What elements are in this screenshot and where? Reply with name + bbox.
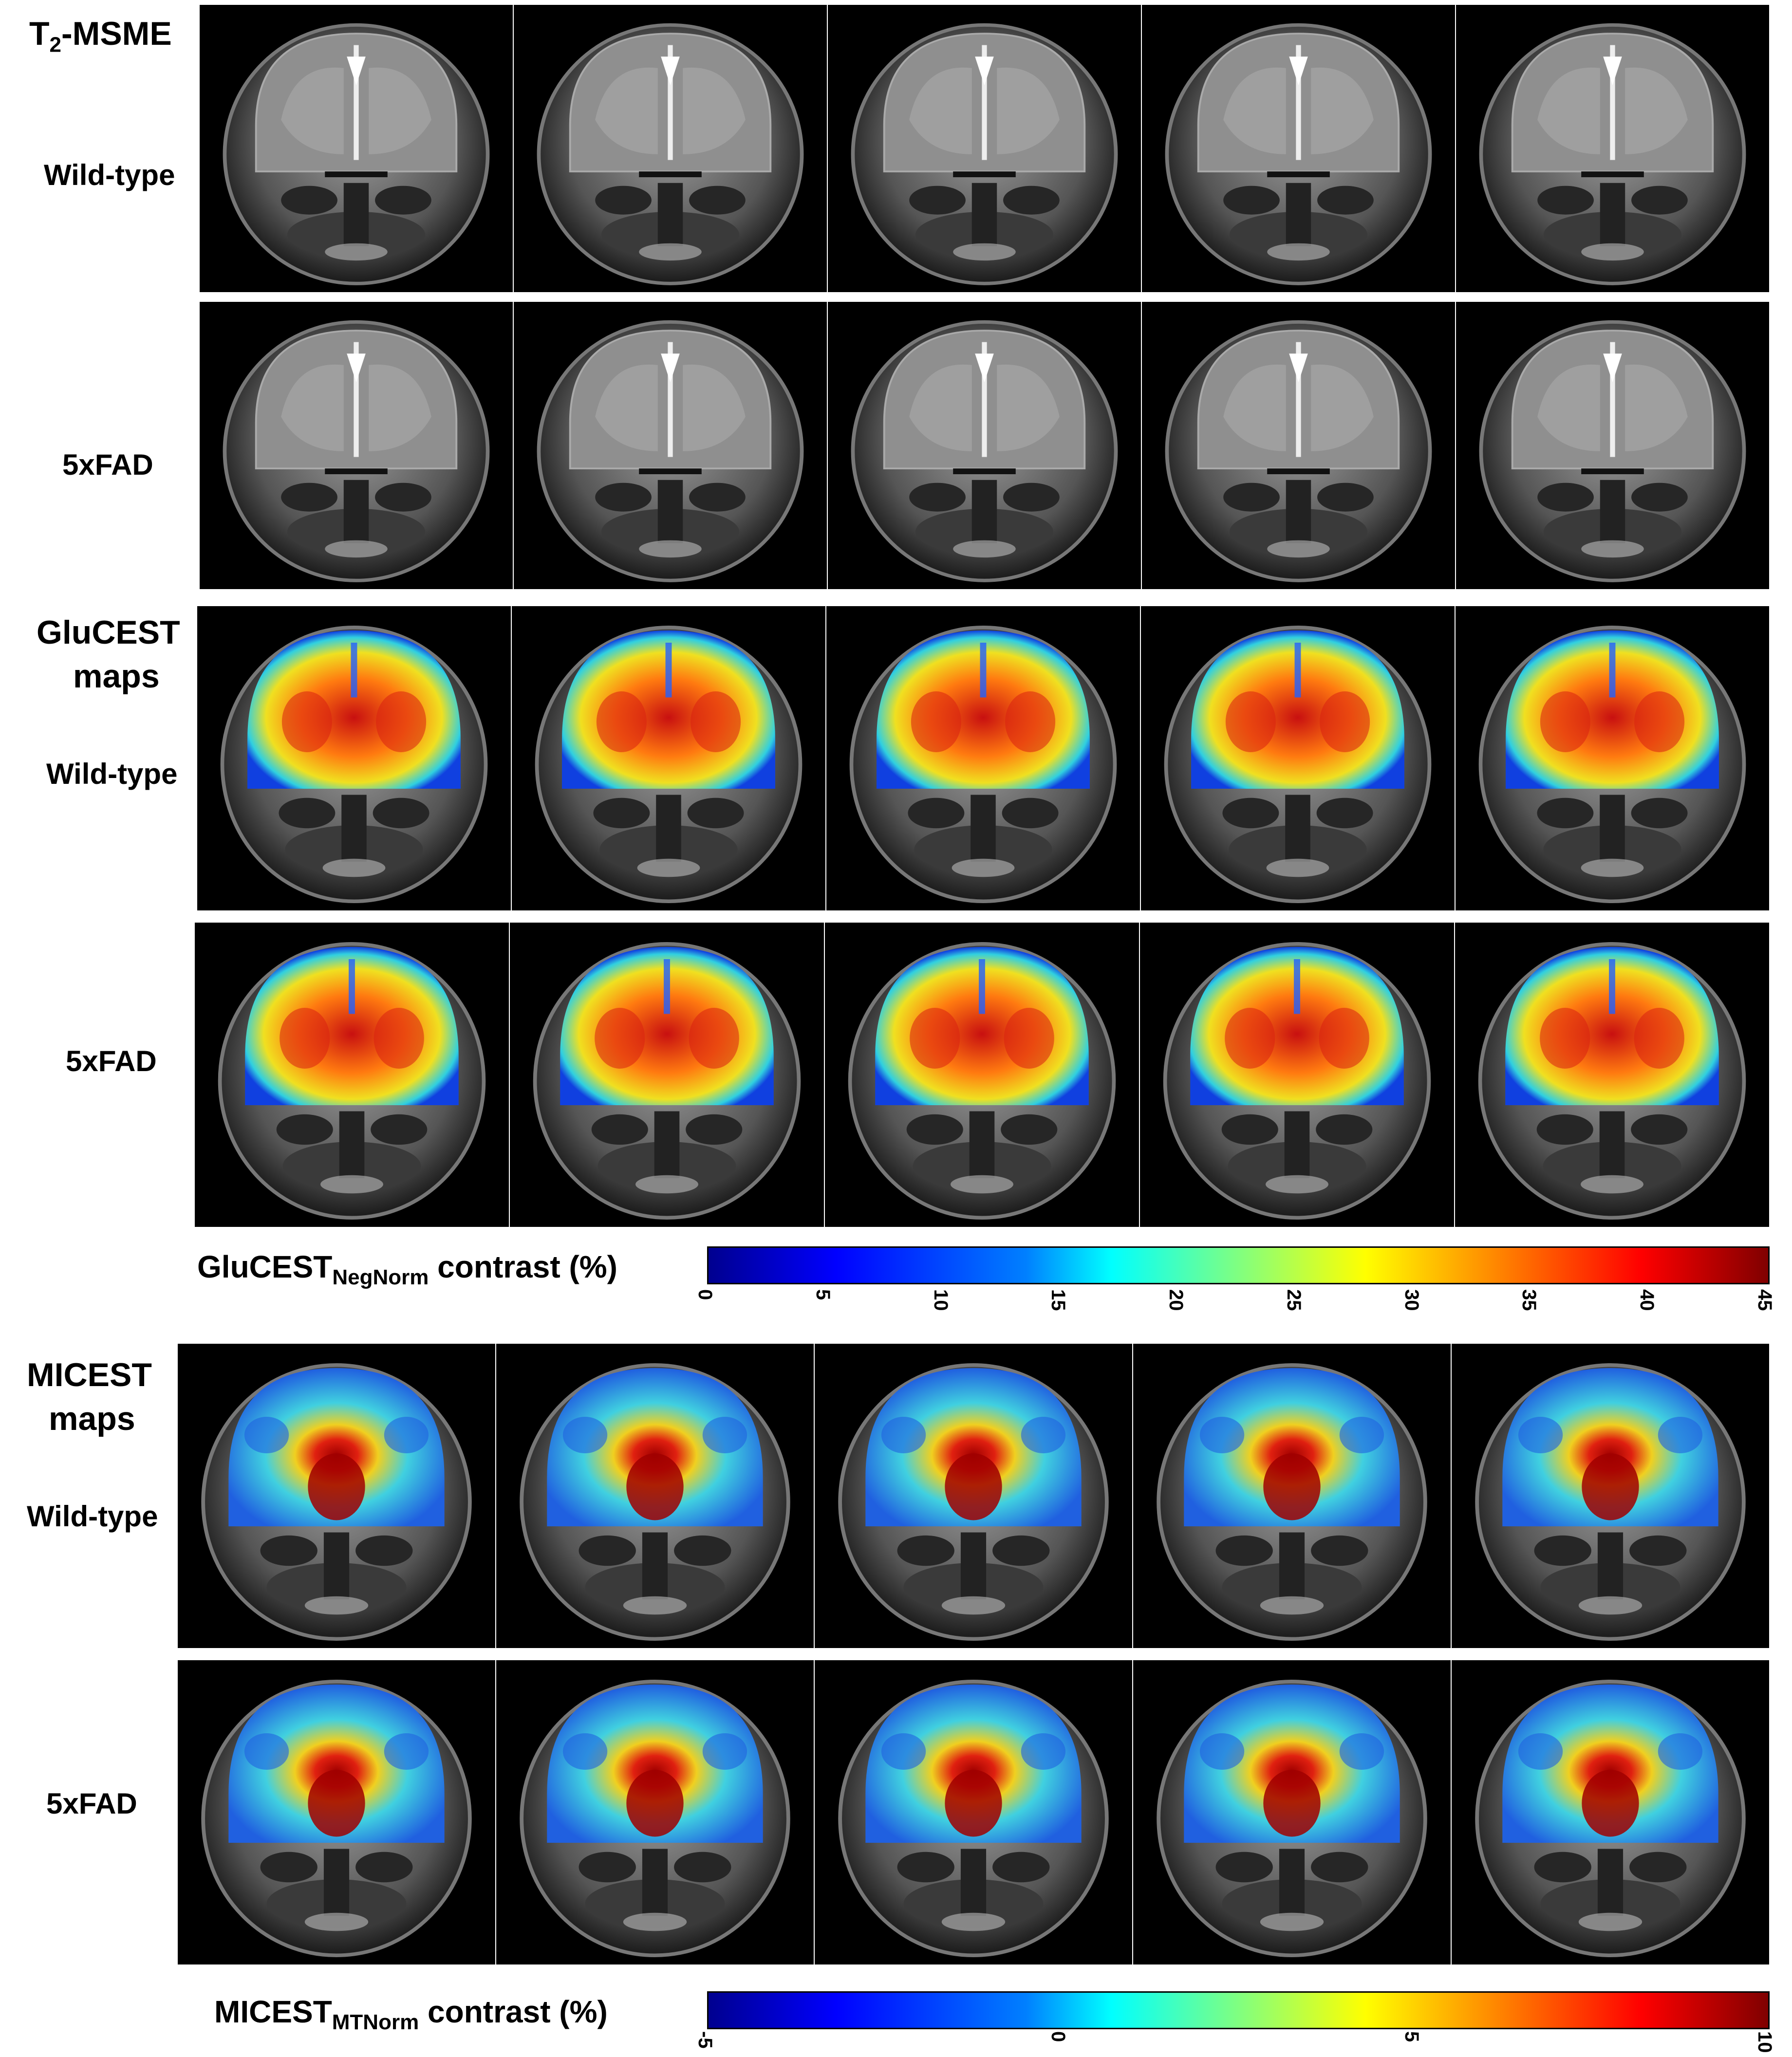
micest-tick-2: 5 [1400,2031,1422,2042]
micest-5xfad-slice-3 [815,1660,1132,1964]
micest-wildtype-slice-4 [1133,1344,1451,1648]
row-label-5xfad-t2: 5xFAD [62,448,153,481]
glucest-wildtype-slice-4 [1141,606,1455,910]
micest-colorbar [707,1991,1770,2029]
glucest-cb-title-sub: NegNorm [332,1265,429,1289]
micest-tick-0: -5 [694,2031,716,2049]
row-label-wildtype-glucest: Wild-type [46,758,178,790]
glucest-colorbar [707,1246,1770,1284]
row-label-wildtype-micest: Wild-type [27,1500,158,1533]
t2-5xfad-slice-3 [828,302,1141,589]
t2-wildtype-slice-2 [514,5,827,292]
micest-tick-1: 0 [1047,2031,1069,2042]
glucest-tick-9: 45 [1754,1289,1775,1311]
t2-wildtype-slice-5 [1456,5,1769,292]
micest-cb-title-suffix: contrast (%) [419,1994,608,2029]
micest-maps-title-1: MICEST [27,1356,152,1393]
micest-tick-3: 10 [1754,2031,1775,2053]
t2-wildtype-slice-3 [828,5,1141,292]
glucest-tick-3: 15 [1047,1289,1069,1311]
t2-msme-title: T2-MSME [29,15,172,57]
micest-5xfad-slice-5 [1452,1660,1769,1964]
glucest-5xfad-slice-1 [195,923,509,1227]
t2-5xfad-slice-5 [1456,302,1769,589]
glucest-5xfad-slice-2 [510,923,824,1227]
glucest-tick-8: 40 [1636,1289,1658,1311]
glucest-5xfad-slice-5 [1455,923,1769,1227]
glucest-tick-6: 30 [1400,1289,1422,1311]
micest-5xfad-slice-1 [178,1660,495,1964]
micest-wildtype-slice-3 [815,1344,1132,1648]
glucest-5xfad-slice-3 [825,923,1139,1227]
micest-colorbar-title: MICESTMTNorm contrast (%) [214,1994,608,2035]
glucest-colorbar-title: GluCESTNegNorm contrast (%) [197,1249,617,1290]
micest-cb-title-sub: MTNorm [332,2010,419,2034]
t2-5xfad-slice-2 [514,302,827,589]
glucest-tick-5: 25 [1283,1289,1305,1311]
glucest-maps-title-1: GluCEST [37,614,180,651]
t2-title-t: T [29,15,50,52]
glucest-tick-1: 5 [812,1289,834,1300]
micest-5xfad-slice-2 [496,1660,814,1964]
glucest-5xfad-slice-4 [1140,923,1454,1227]
row-label-wildtype-t2: Wild-type [44,159,175,191]
t2-wildtype-slice-1 [200,5,513,292]
glucest-cb-title-suffix: contrast (%) [429,1249,617,1284]
glucest-wildtype-slice-3 [826,606,1140,910]
glucest-maps-title-2: maps [73,658,160,695]
glucest-tick-7: 35 [1518,1289,1540,1311]
micest-maps-title-2: maps [49,1400,135,1437]
t2-title-rest: -MSME [61,15,172,52]
glucest-wildtype-slice-2 [512,606,825,910]
glucest-wildtype-slice-5 [1456,606,1769,910]
micest-wildtype-slice-1 [178,1344,495,1648]
micest-5xfad-slice-4 [1133,1660,1451,1964]
micest-wildtype-slice-2 [496,1344,814,1648]
glucest-tick-4: 20 [1165,1289,1187,1311]
t2-5xfad-slice-4 [1142,302,1455,589]
micest-cb-title-main: MICEST [214,1994,332,2029]
glucest-tick-2: 10 [930,1289,952,1311]
t2-wildtype-slice-4 [1142,5,1455,292]
glucest-cb-title-main: GluCEST [197,1249,333,1284]
t2-title-sub: 2 [49,33,62,57]
row-label-5xfad-glucest: 5xFAD [66,1045,157,1077]
glucest-tick-0: 0 [694,1289,716,1300]
glucest-wildtype-slice-1 [197,606,511,910]
micest-wildtype-slice-5 [1452,1344,1769,1648]
t2-5xfad-slice-1 [200,302,513,589]
row-label-5xfad-micest: 5xFAD [46,1787,137,1820]
